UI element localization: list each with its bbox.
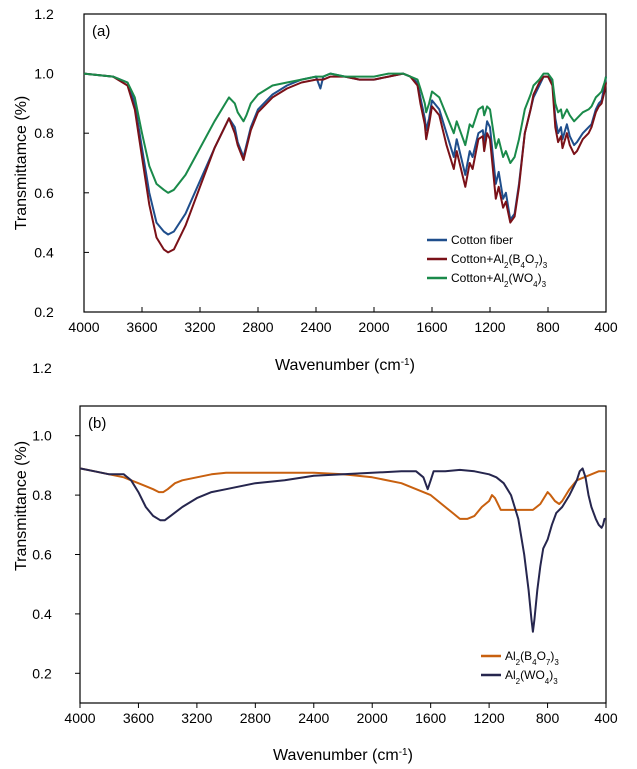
- x-tick-label: 2800: [240, 710, 271, 726]
- y-tick-label: 0.8: [34, 125, 54, 141]
- x-tick-label: 4000: [68, 319, 99, 335]
- x-tick-label: 1600: [415, 710, 446, 726]
- x-axis-label: Wavenumber (cm-1): [275, 357, 415, 375]
- chart-panel-a: 4000 3600 3200 2800 2400 2000 1600 1200 800 400 0.…: [13, 6, 618, 374]
- x-tick-label: 1200: [474, 319, 505, 335]
- x-tick-label: 3600: [126, 319, 157, 335]
- y-tick-label: 0.2: [32, 665, 52, 681]
- x-tick-label: 2400: [298, 710, 329, 726]
- legend-label: Cotton+Al2(B4O7)3: [451, 252, 548, 270]
- y-tick-label: 1.0: [34, 66, 54, 82]
- panel-label: (a): [92, 23, 110, 40]
- legend-label: Al2(WO4)3: [505, 668, 558, 686]
- y-tick-label: 0.8: [32, 487, 52, 503]
- panel-label: (b): [88, 415, 106, 432]
- chart-panel-b: 4000 3600 3200 2800 2400 2000 1600 1200 800 400 0.…: [13, 360, 618, 764]
- series-line: [83, 72, 607, 236]
- x-axis-label: Wavenumber (cm-1): [273, 747, 413, 765]
- x-tick-label: 4000: [64, 710, 95, 726]
- series-line: [79, 467, 606, 520]
- x-tick-label: 3200: [181, 710, 212, 726]
- x-tick-label: 800: [536, 319, 560, 335]
- x-tick-label: 2800: [242, 319, 273, 335]
- series-line: [83, 72, 607, 194]
- y-axis-label: Transmittamce (%): [13, 96, 30, 231]
- x-tick-label: 2000: [357, 710, 388, 726]
- x-tick-label: 1200: [474, 710, 505, 726]
- legend-label: Cotton fiber: [451, 233, 513, 247]
- y-tick-label: 0.2: [34, 304, 54, 320]
- x-tick-label: 2400: [300, 319, 331, 335]
- x-tick-label: 800: [536, 710, 560, 726]
- legend-label: Al2(B4O7)3: [505, 649, 559, 667]
- x-tick-label: 1600: [416, 319, 447, 335]
- x-tick-label: 400: [594, 710, 618, 726]
- x-tick-label: 400: [594, 319, 618, 335]
- y-axis-label: Transmittance (%): [13, 441, 30, 571]
- x-tick-label: 2000: [358, 319, 389, 335]
- y-tick-label: 1.2: [34, 6, 54, 22]
- plot-frame: [83, 13, 607, 313]
- y-tick-label: 0.6: [34, 185, 54, 201]
- y-tick-label: 0.4: [32, 606, 52, 622]
- x-tick-label: 3600: [123, 710, 154, 726]
- series-line: [79, 467, 606, 633]
- y-tick-label: 1.0: [32, 428, 52, 444]
- x-tick-label: 3200: [184, 319, 215, 335]
- legend-label: Cotton+Al2(WO4)3: [451, 271, 547, 289]
- y-tick-label: 0.6: [32, 547, 52, 563]
- y-tick-label: 1.2: [32, 360, 52, 376]
- series-line: [83, 72, 607, 254]
- y-tick-label: 0.4: [34, 244, 54, 260]
